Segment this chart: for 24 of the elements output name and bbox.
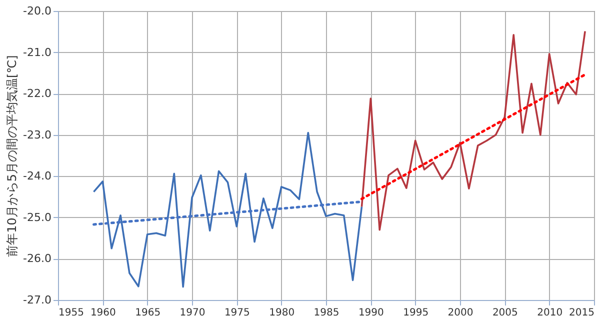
x-tick-label: 1975 xyxy=(224,308,250,318)
x-tick-label: 2005 xyxy=(492,308,518,318)
y-tick-label: -24.0 xyxy=(23,170,52,183)
x-tick-label: 1985 xyxy=(314,308,340,318)
x-tick-label: 2000 xyxy=(448,308,474,318)
line-series xyxy=(92,132,363,288)
x-tick-label: 1990 xyxy=(358,308,384,318)
x-tick-label: 2010 xyxy=(537,308,563,318)
line-series xyxy=(360,30,586,231)
y-tick-label: -27.0 xyxy=(23,294,52,306)
y-tick-label: -22.0 xyxy=(23,87,52,100)
y-tick-label: -26.0 xyxy=(23,252,52,266)
x-tick-label: 1965 xyxy=(135,308,161,318)
x-tick-label: 1980 xyxy=(269,308,295,318)
y-tick-label: -20.0 xyxy=(23,4,52,18)
x-tick-label: 2015 xyxy=(569,308,594,318)
x-tick-label: 1995 xyxy=(403,308,429,318)
y-tick-label: -25.0 xyxy=(23,210,52,224)
x-tick-label: 1960 xyxy=(90,308,116,318)
y-tick-label: -21.0 xyxy=(23,46,52,59)
y-tick-label: -23.0 xyxy=(23,128,52,142)
x-tick-label: 1970 xyxy=(180,308,206,318)
y-axis-title: 前年10月から5月の間の平均気温[℃] xyxy=(5,55,20,257)
x-tick-label: 1955 xyxy=(58,308,84,318)
